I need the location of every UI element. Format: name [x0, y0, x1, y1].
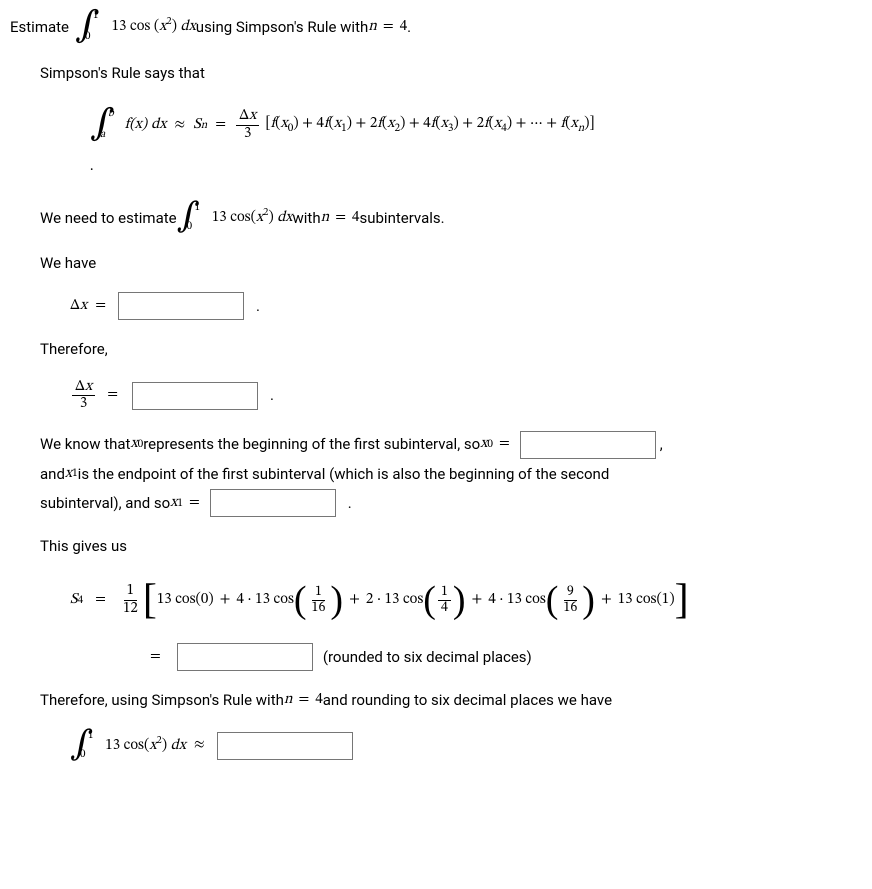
need-estimate-line: We need to estimate ∫ 1 0 13 cos(x2) dx …	[40, 202, 862, 234]
dx-input[interactable]	[118, 292, 244, 320]
final-therefore: Therefore, using Simpson's Rule with n =…	[40, 689, 862, 712]
problem-statement: Estimate ∫ 1 0 13 cos (x2) dx using Simp…	[10, 10, 862, 44]
x0-paragraph: We know that x0 represents the beginning…	[40, 431, 862, 518]
dx-over-3-frac: Δx 3	[72, 379, 95, 413]
estimate-label: Estimate	[10, 16, 69, 39]
final-result-input[interactable]	[217, 732, 353, 760]
final-integral-line: ∫ 1 0 13 cos(x2) dx ≈	[70, 730, 862, 762]
gives-us: This gives us	[40, 535, 862, 558]
s4-result-line: = (rounded to six decimal places)	[150, 643, 862, 671]
integral-sign: ∫ 1 0	[75, 10, 100, 44]
integral-sign-ab: ∫ b a	[90, 108, 115, 142]
we-have: We have	[40, 252, 862, 275]
s4-formula: S4 = 1 12 [ 13 cos(0) + 4 · 13 cos ( 116…	[70, 582, 862, 620]
simpson-intro: Simpson's Rule says that	[40, 62, 862, 85]
therefore: Therefore,	[40, 338, 862, 361]
integral-sign-2: ∫ 1 0	[177, 202, 200, 234]
s4-result-input[interactable]	[177, 643, 313, 671]
dx3-input-line: Δx 3 = .	[70, 379, 862, 413]
using-text: using Simpson's Rule with	[196, 16, 368, 39]
simpson-formula: ∫ b a f(x) dx ≈ Sn = Δx 3 [f(x0) + 4f(x1…	[90, 108, 862, 142]
dx-over-3: Δx 3	[236, 108, 259, 142]
x0-input[interactable]	[520, 431, 656, 459]
x1-input[interactable]	[210, 489, 336, 517]
dx-input-line: Δx = .	[70, 292, 862, 320]
integrand: 13 cos (x2) dx	[112, 15, 196, 39]
integral-sign-final: ∫ 1 0	[70, 730, 93, 762]
dx3-input[interactable]	[132, 382, 258, 410]
